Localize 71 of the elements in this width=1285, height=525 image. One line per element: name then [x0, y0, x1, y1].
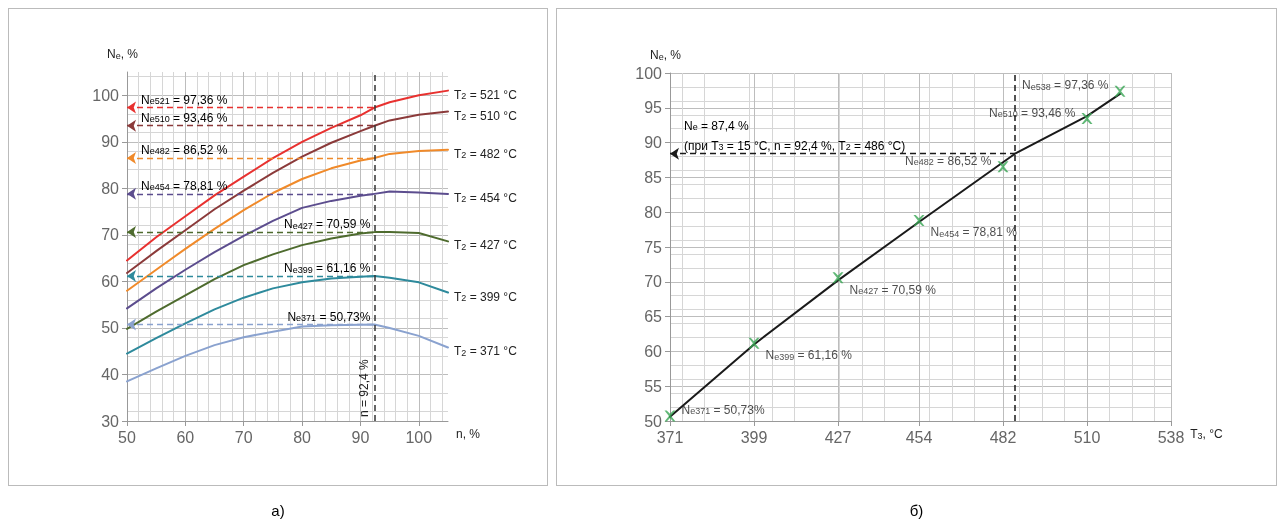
- annotation: Ne482 = 86,52 %: [141, 142, 228, 157]
- series-label: T2 = 482 °C: [454, 146, 518, 161]
- data-label: Ne454 = 78,81 %: [930, 225, 1018, 240]
- y-tick-label: 80: [644, 203, 663, 221]
- y-tick-label: 75: [644, 238, 663, 256]
- y-tick-label: 50: [644, 412, 663, 430]
- x-tick-label: 482: [989, 428, 1017, 446]
- series-label: T2 = 371 °C: [454, 344, 518, 359]
- y-tick-label: 40: [101, 365, 120, 383]
- data-label: Ne399 = 61,16 %: [765, 348, 853, 363]
- ref-line-label: n = 92,4 %: [357, 358, 372, 417]
- x-axis-title: n, %: [456, 427, 481, 441]
- y-axis-title: Ne, %: [107, 47, 139, 61]
- x-tick-label: 538: [1157, 428, 1185, 446]
- x-tick-label: 50: [118, 428, 136, 446]
- y-axis-title: Ne, %: [650, 48, 682, 62]
- x-tick-label: 399: [740, 428, 768, 446]
- y-tick-label: 60: [644, 342, 663, 360]
- line-series: [126, 190, 449, 310]
- series-label: T2 = 454 °C: [454, 190, 518, 205]
- point: [832, 272, 844, 284]
- y-tick-label: 95: [644, 99, 663, 117]
- text: б): [909, 502, 924, 519]
- text: а): [271, 502, 285, 519]
- series-label: T2 = 399 °C: [454, 289, 518, 304]
- y-tick-label: 100: [92, 86, 120, 104]
- data-label: Ne482 = 86,52 %: [905, 153, 992, 168]
- series-label: T2 = 510 °C: [454, 108, 518, 123]
- data-label: Ne510 = 93,46 %: [989, 105, 1076, 120]
- x-tick-label: 100: [405, 428, 433, 446]
- x-tick-label: 60: [176, 428, 195, 446]
- annotation: Ne454 = 78,81 %: [141, 178, 228, 193]
- x-tick-label: 70: [234, 428, 253, 446]
- line-series: [126, 275, 449, 355]
- annotation: Ne427 = 70,59 %: [284, 217, 371, 232]
- series-label: T2 = 427 °C: [454, 238, 518, 253]
- x-tick-label: 510: [1073, 428, 1101, 446]
- point: [997, 161, 1009, 173]
- data-label: Ne427 = 70,59 %: [849, 282, 937, 297]
- x-tick-label: 371: [656, 428, 684, 446]
- y-tick-label: 30: [101, 412, 120, 430]
- annotation: Ne = 87,4 % (при T3 = 15 °C, n = 92,4 %, T2 = 486 °C): [684, 118, 906, 153]
- series-label: T2 = 521 °C: [454, 87, 518, 102]
- x-tick-label: 427: [824, 428, 852, 446]
- y-tick-label: 50: [101, 319, 120, 337]
- y-tick-label: 85: [644, 168, 663, 186]
- y-tick-label: 65: [644, 308, 663, 326]
- data-label: Ne538 = 97,36 %: [1022, 78, 1109, 93]
- point: [1081, 113, 1093, 125]
- point: [748, 337, 760, 349]
- annotation: Ne521 = 97,36 %: [141, 92, 228, 107]
- annotation: Ne371 = 50,73%: [287, 309, 371, 324]
- line-series: [126, 89, 449, 262]
- y-tick-label: 55: [644, 377, 663, 395]
- x-tick-label: 454: [905, 428, 933, 446]
- x-tick-label: 90: [351, 428, 370, 446]
- annotation: Ne510 = 93,46 %: [141, 110, 228, 125]
- y-tick-label: 90: [644, 134, 663, 152]
- y-tick-label: 60: [101, 272, 120, 290]
- y-tick-label: 80: [101, 179, 120, 197]
- y-tick-label: 70: [101, 226, 120, 244]
- x-tick-label: 80: [293, 428, 312, 446]
- point: [1114, 85, 1126, 97]
- x-axis-title: T3, °C: [1190, 427, 1224, 441]
- line-series: [126, 231, 449, 330]
- y-tick-label: 100: [635, 64, 663, 82]
- y-tick-label: 90: [101, 133, 120, 151]
- point: [913, 214, 925, 226]
- point: [664, 410, 676, 422]
- annotation: Ne399 = 61,16 %: [284, 261, 371, 275]
- y-tick-label: 70: [644, 273, 663, 291]
